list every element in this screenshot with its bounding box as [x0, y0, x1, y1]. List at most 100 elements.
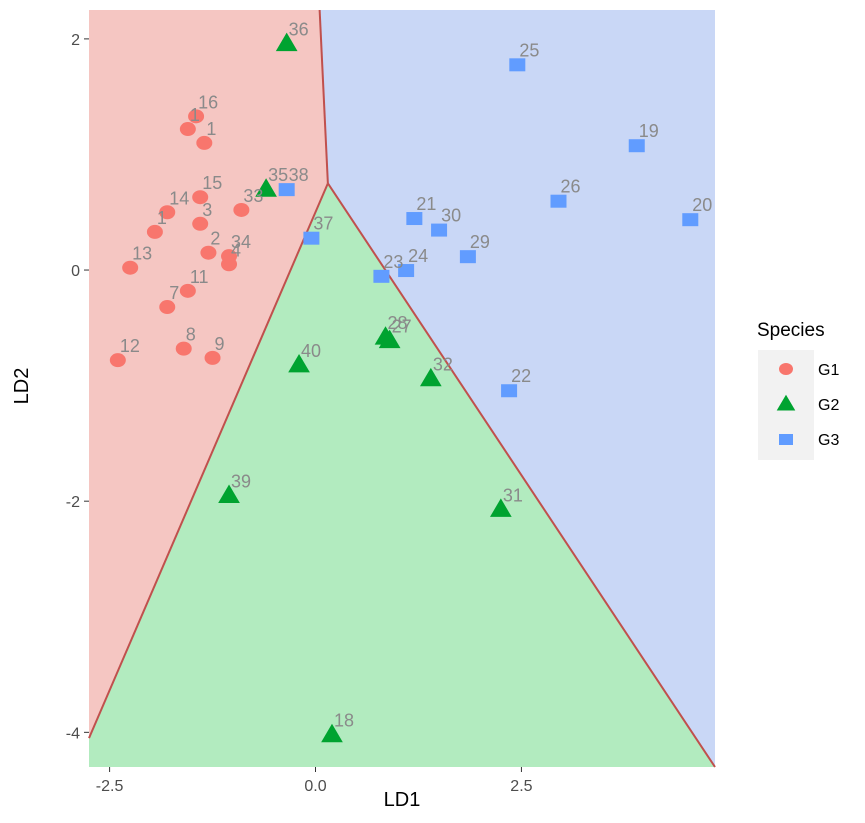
y-tick-label: -2 [66, 494, 80, 511]
point-label: 1 [157, 208, 167, 228]
point-label: 15 [202, 173, 222, 193]
point-label: 18 [334, 711, 354, 731]
legend-marker-g3 [779, 434, 793, 445]
point-label: 19 [639, 121, 659, 141]
point-label: 4 [231, 240, 241, 260]
axes: -2.5 0.0 2.5 2 0 -2 -4 [66, 32, 533, 795]
boundary-line [327, 182, 716, 768]
point-label: 29 [470, 232, 490, 252]
point-g3 [278, 183, 295, 197]
point-g1 [179, 283, 196, 298]
x-tick-label: 2.5 [510, 778, 532, 795]
legend-title: Species [757, 320, 825, 341]
point-label: 36 [289, 20, 309, 40]
point-label: 16 [198, 92, 218, 112]
x-tick-label: 0.0 [304, 778, 326, 795]
region-g2 [89, 183, 715, 768]
point-g1 [179, 122, 196, 137]
legend: Species G1 G2 G3 [757, 320, 839, 460]
x-tick-label: -2.5 [96, 778, 124, 795]
point-g2 [255, 178, 277, 197]
data-points [109, 32, 699, 743]
point-g3 [509, 58, 526, 72]
point-g1 [221, 257, 238, 272]
point-label: 11 [190, 267, 209, 287]
point-g2 [378, 329, 401, 349]
point-label: 7 [169, 283, 179, 303]
point-label: 37 [313, 214, 333, 234]
boundary-line [88, 182, 329, 739]
point-label: 30 [441, 206, 461, 226]
point-label: 27 [392, 317, 412, 337]
point-label: 1 [206, 119, 216, 139]
boundary-line [318, 9, 329, 184]
decision-regions [89, 10, 715, 768]
point-label: 31 [503, 485, 523, 505]
point-g1 [192, 216, 209, 231]
point-g1 [159, 205, 176, 220]
point-label: 26 [561, 177, 581, 197]
legend-label: G3 [818, 432, 839, 449]
y-tick-label: 2 [71, 32, 80, 49]
point-label: 13 [132, 244, 152, 264]
point-label: 40 [301, 341, 321, 361]
point-g2 [419, 367, 442, 387]
point-label: 14 [169, 188, 189, 208]
y-axis-title: LD2 [11, 368, 33, 405]
point-g1 [159, 300, 176, 315]
point-g1 [204, 350, 221, 365]
point-g3 [398, 264, 415, 278]
point-g3 [406, 212, 423, 226]
point-g3 [628, 139, 645, 153]
point-g3 [682, 213, 699, 227]
point-g1 [233, 202, 250, 217]
point-g2 [288, 353, 310, 373]
point-label: 12 [120, 336, 140, 356]
point-label: 2 [210, 229, 220, 249]
point-g1 [196, 135, 213, 150]
point-label: 28 [388, 313, 408, 333]
point-g1 [188, 109, 205, 124]
point-g3 [459, 250, 476, 264]
point-label: 32 [433, 355, 453, 375]
point-label: 21 [416, 194, 436, 214]
point-label: 8 [186, 325, 196, 345]
point-label: 25 [519, 40, 539, 60]
y-tick-label: 0 [71, 263, 80, 280]
legend-label: G2 [818, 397, 839, 414]
point-g1 [122, 260, 139, 275]
point-label: 24 [408, 246, 428, 266]
legend-marker-g2 [776, 394, 796, 411]
legend-label: G1 [818, 362, 839, 379]
point-g1 [146, 224, 163, 239]
point-g2 [321, 723, 343, 743]
legend-marker-g1 [779, 363, 793, 375]
point-label: 23 [383, 252, 403, 272]
point-label: 33 [243, 186, 263, 206]
point-label: 34 [231, 232, 251, 252]
point-label: 38 [289, 165, 309, 185]
point-g2 [489, 498, 512, 517]
point-g3 [431, 223, 448, 237]
point-g3 [550, 194, 567, 208]
point-label: 22 [511, 366, 531, 386]
point-g1 [109, 353, 126, 368]
decision-boundaries [88, 9, 716, 768]
point-label: 3 [202, 200, 212, 220]
point-g1 [175, 341, 192, 356]
point-label: 20 [692, 195, 712, 215]
point-g3 [303, 231, 320, 245]
point-g1 [200, 245, 217, 260]
point-g3 [373, 269, 390, 283]
y-tick-label: -4 [66, 725, 80, 742]
point-label: 1 [190, 105, 200, 125]
point-g3 [501, 384, 518, 398]
point-g2 [218, 484, 240, 503]
point-label: 39 [231, 471, 251, 491]
point-g2 [275, 32, 298, 52]
x-axis-title: LD1 [384, 789, 421, 811]
point-g1 [192, 190, 209, 205]
point-label: 9 [215, 334, 225, 354]
